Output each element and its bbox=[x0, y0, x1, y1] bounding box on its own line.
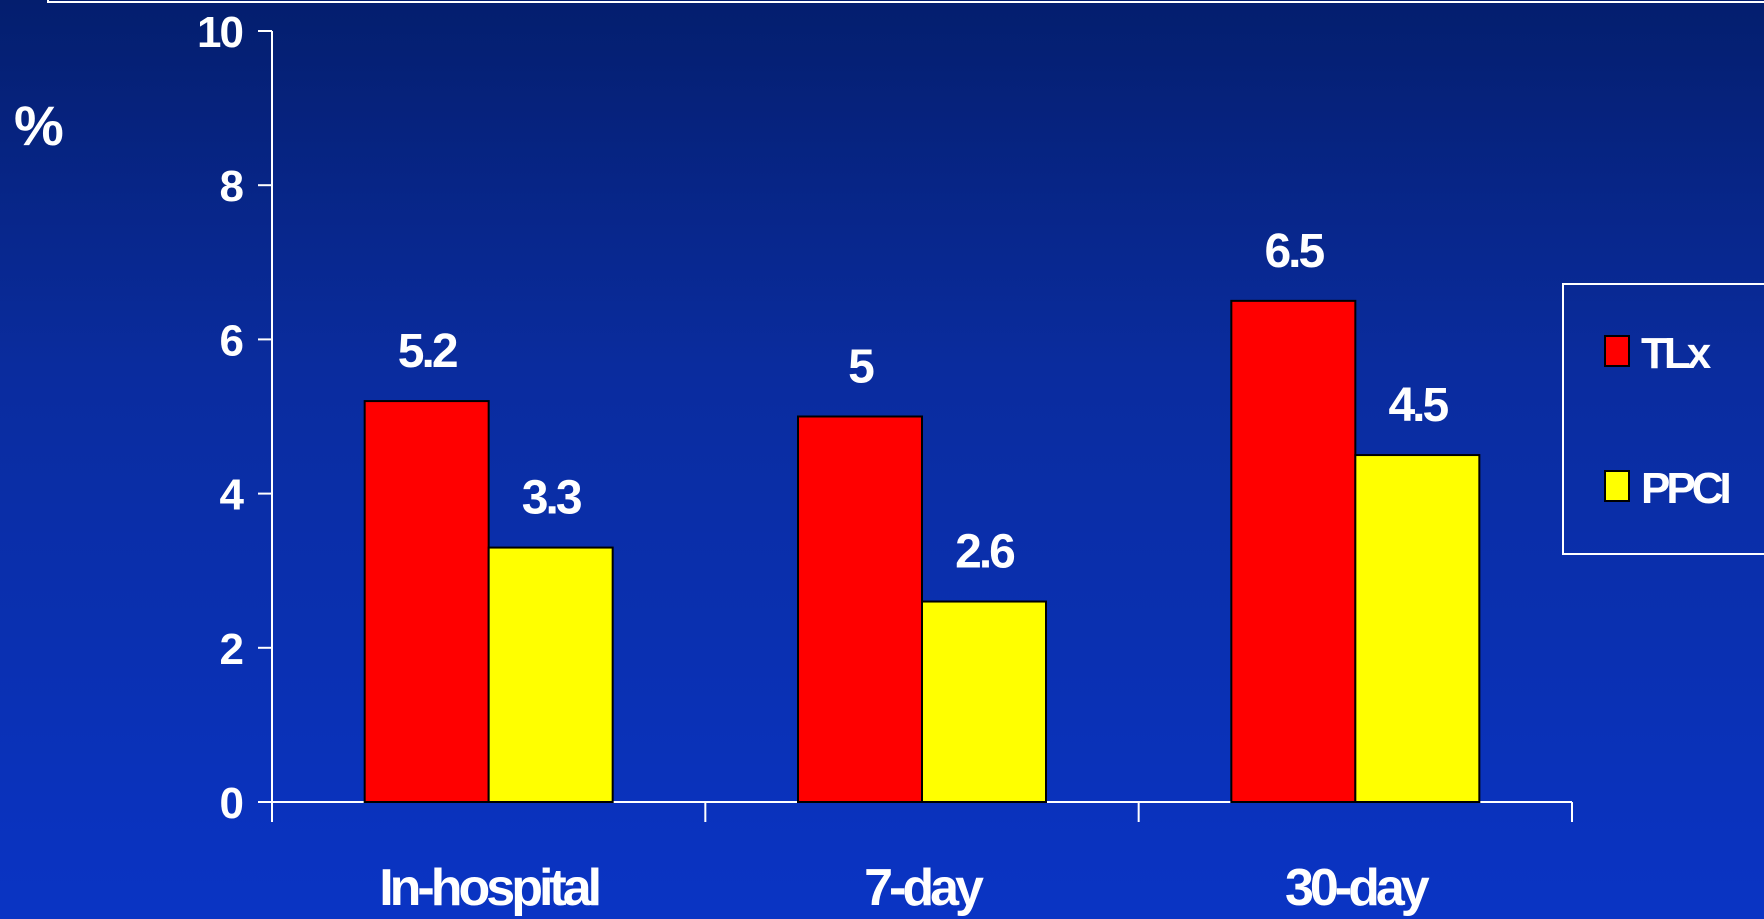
category-labels: In-hospital 7-day 30-day bbox=[379, 859, 1434, 917]
data-label: 6.5 bbox=[1264, 225, 1324, 278]
y-tick-label: 0 bbox=[220, 779, 243, 828]
y-tick-label: 6 bbox=[220, 316, 243, 365]
data-label: 5 bbox=[848, 341, 874, 394]
bar-tlx-1 bbox=[797, 415, 923, 803]
y-tick-label: 2 bbox=[220, 625, 243, 674]
legend-label-tlx: TLx bbox=[1641, 329, 1712, 378]
legend-swatch-tlx bbox=[1604, 335, 1630, 367]
y-tick-label: 10 bbox=[197, 8, 242, 57]
bar-ppci-1 bbox=[921, 600, 1047, 803]
bar-ppci-2 bbox=[1354, 454, 1481, 803]
category-label: 30-day bbox=[1285, 859, 1430, 917]
data-label: 5.2 bbox=[398, 325, 457, 378]
category-label: In-hospital bbox=[379, 859, 598, 917]
legend-label-ppci: PPCI bbox=[1641, 464, 1729, 513]
legend: TLx PPCI bbox=[1562, 283, 1764, 555]
legend-box bbox=[1562, 283, 1764, 555]
data-label: 3.3 bbox=[522, 472, 581, 525]
bar-ppci-0 bbox=[487, 546, 614, 803]
bar-tlx-2 bbox=[1230, 299, 1357, 803]
data-label: 4.5 bbox=[1388, 379, 1448, 432]
data-label: 2.6 bbox=[955, 526, 1014, 579]
bars bbox=[363, 299, 1481, 803]
bar-tlx-0 bbox=[363, 400, 490, 803]
y-tick-label: 8 bbox=[220, 162, 244, 211]
category-label: 7-day bbox=[864, 859, 984, 917]
legend-swatch-ppci bbox=[1604, 470, 1630, 502]
top-frame bbox=[47, 0, 1764, 3]
y-tick-label: 4 bbox=[220, 471, 245, 520]
y-axis-label: % bbox=[14, 94, 64, 157]
